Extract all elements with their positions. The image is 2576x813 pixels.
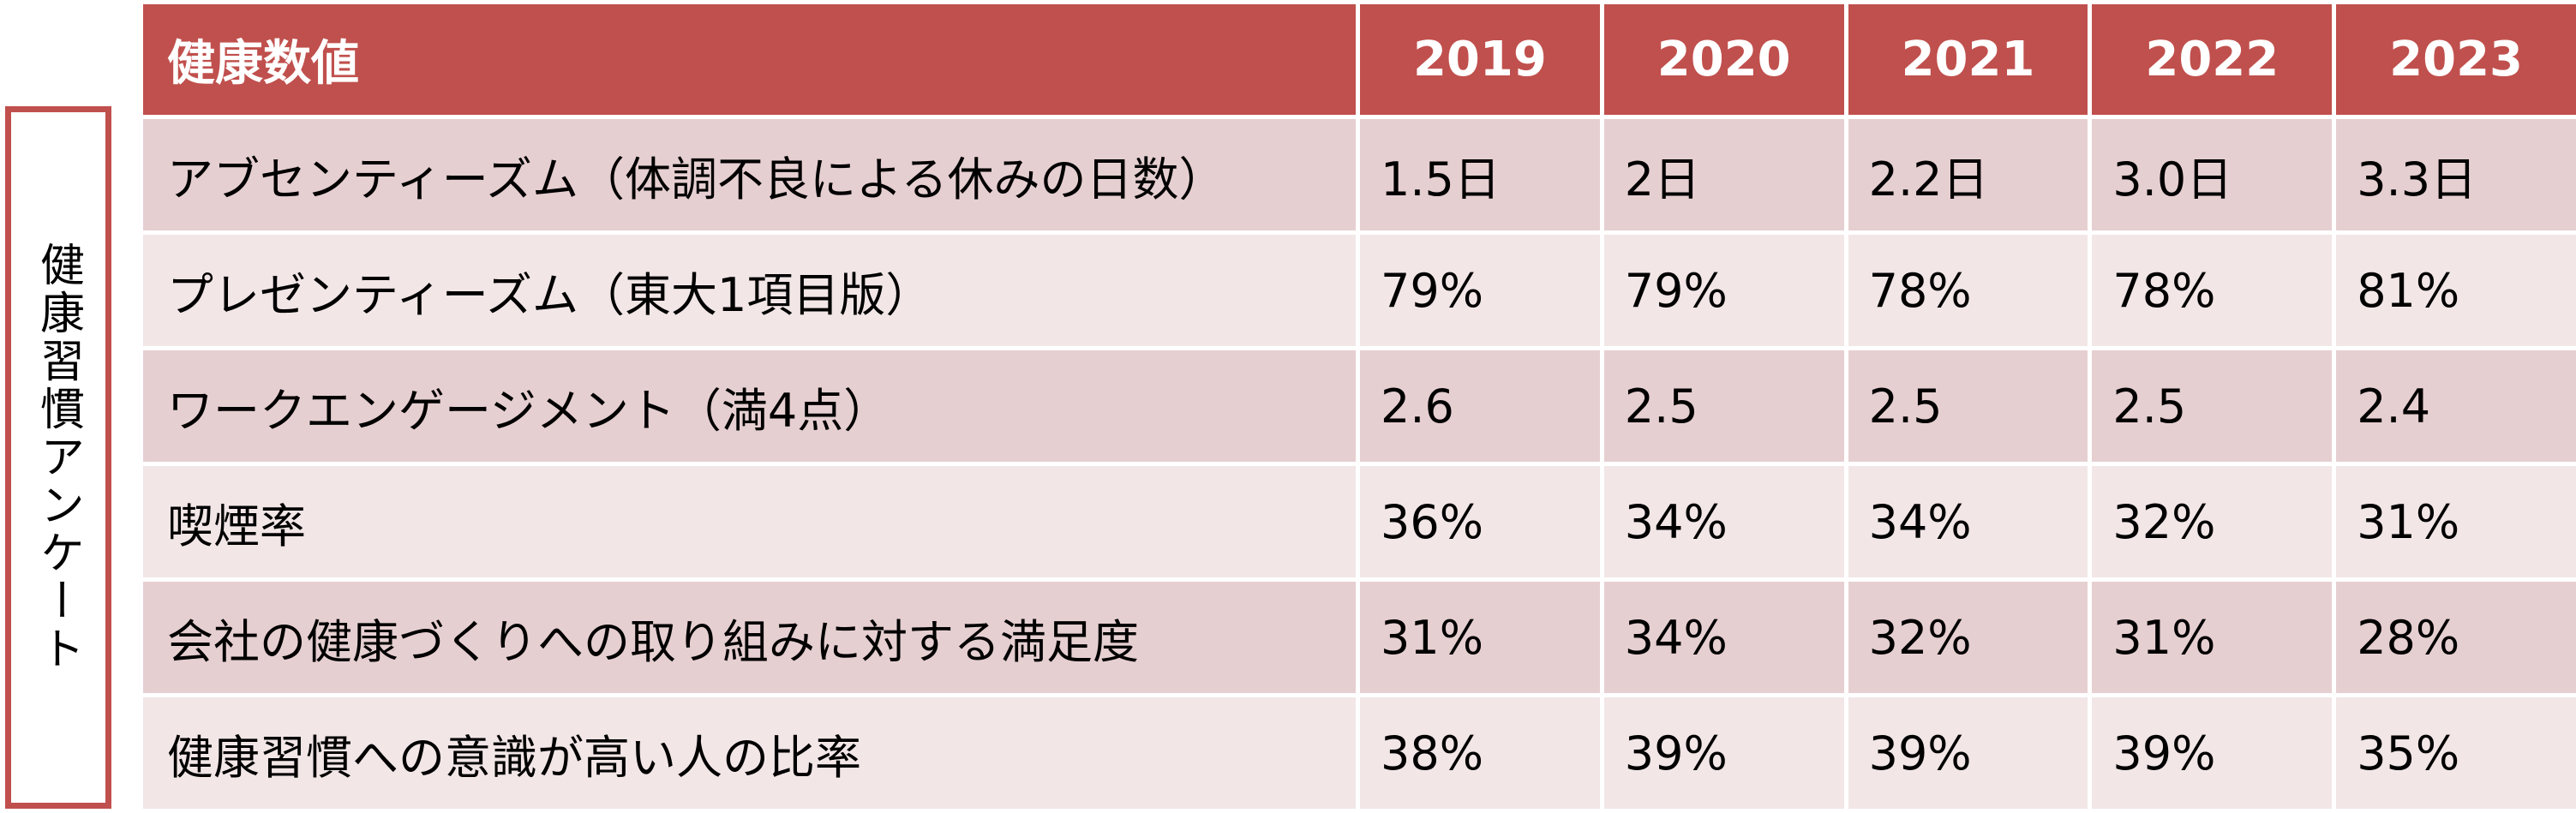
year-header: 2020 (1602, 3, 1846, 117)
row-label: アブセンティーズム（体調不良による休みの日数） (141, 117, 1358, 233)
value-cell: 1.5日 (1358, 117, 1603, 233)
value-cell: 2.4 (2334, 349, 2576, 464)
value-cell: 36% (1358, 464, 1603, 580)
row-label: 健康習慣への意識が高い人の比率 (141, 696, 1358, 811)
year-header: 2019 (1358, 3, 1603, 117)
row-label: プレゼンティーズム（東大1項目版） (141, 233, 1358, 349)
table-row: 喫煙率 36% 34% 34% 32% 31% (141, 464, 2576, 580)
value-cell: 78% (1846, 233, 2090, 349)
value-cell: 35% (2334, 696, 2576, 811)
value-cell: 39% (1846, 696, 2090, 811)
table-row: アブセンティーズム（体調不良による休みの日数） 1.5日 2日 2.2日 3.0… (141, 117, 2576, 233)
value-cell: 3.3日 (2334, 117, 2576, 233)
value-cell: 32% (1846, 580, 2090, 696)
year-header: 2021 (1846, 3, 2090, 117)
table-row: プレゼンティーズム（東大1項目版） 79% 79% 78% 78% 81% (141, 233, 2576, 349)
value-cell: 38% (1358, 696, 1603, 811)
value-cell: 2.5 (1846, 349, 2090, 464)
health-metrics-table: 健康数値 2019 2020 2021 2022 2023 アブセンティーズム（… (139, 0, 2576, 813)
value-cell: 31% (2334, 464, 2576, 580)
value-cell: 28% (2334, 580, 2576, 696)
year-header: 2023 (2334, 3, 2576, 117)
value-cell: 81% (2334, 233, 2576, 349)
value-cell: 39% (2090, 696, 2334, 811)
value-cell: 79% (1602, 233, 1846, 349)
value-cell: 34% (1602, 464, 1846, 580)
table-row: ワークエンゲージメント（満4点） 2.6 2.5 2.5 2.5 2.4 (141, 349, 2576, 464)
row-label: ワークエンゲージメント（満4点） (141, 349, 1358, 464)
value-cell: 32% (2090, 464, 2334, 580)
value-cell: 2.2日 (1846, 117, 2090, 233)
table-row: 会社の健康づくりへの取り組みに対する満足度 31% 34% 32% 31% 28… (141, 580, 2576, 696)
year-header: 2022 (2090, 3, 2334, 117)
value-cell: 2.5 (1602, 349, 1846, 464)
value-cell: 31% (2090, 580, 2334, 696)
value-cell: 2日 (1602, 117, 1846, 233)
header-label-cell: 健康数値 (141, 3, 1358, 117)
value-cell: 2.5 (2090, 349, 2334, 464)
value-cell: 34% (1602, 580, 1846, 696)
value-cell: 34% (1846, 464, 2090, 580)
value-cell: 39% (1602, 696, 1846, 811)
value-cell: 31% (1358, 580, 1603, 696)
value-cell: 79% (1358, 233, 1603, 349)
value-cell: 78% (2090, 233, 2334, 349)
survey-side-label: 健康習慣アンケート (5, 106, 111, 809)
table-row: 健康習慣への意識が高い人の比率 38% 39% 39% 39% 35% (141, 696, 2576, 811)
survey-side-label-text: 健康習慣アンケート (27, 242, 91, 673)
table-header-row: 健康数値 2019 2020 2021 2022 2023 (141, 3, 2576, 117)
row-label: 喫煙率 (141, 464, 1358, 580)
value-cell: 2.6 (1358, 349, 1603, 464)
value-cell: 3.0日 (2090, 117, 2334, 233)
row-label: 会社の健康づくりへの取り組みに対する満足度 (141, 580, 1358, 696)
